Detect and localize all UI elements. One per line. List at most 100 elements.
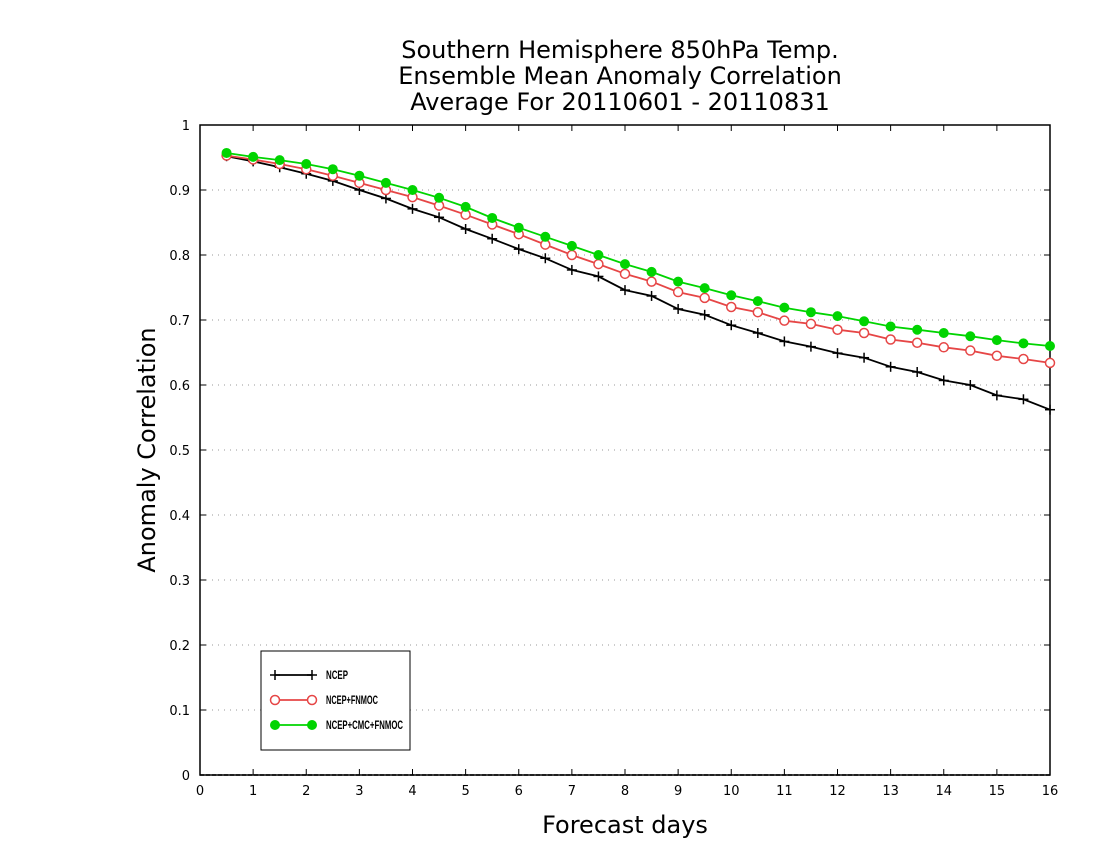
series-line — [226, 155, 1051, 411]
x-tick-label: 10 — [723, 784, 740, 799]
legend-marker — [306, 694, 318, 706]
data-point — [566, 264, 577, 275]
data-point — [726, 290, 737, 301]
legend-label: NCEP+FNMOC — [326, 693, 378, 707]
data-point — [965, 331, 976, 342]
data-point — [991, 335, 1002, 346]
data-point — [805, 307, 816, 318]
data-point — [407, 185, 418, 195]
x-tick-label: 15 — [989, 784, 1006, 799]
data-point — [380, 177, 391, 188]
data-point — [434, 192, 445, 203]
data-point — [859, 316, 870, 327]
data-point — [274, 155, 285, 166]
data-point — [434, 212, 445, 223]
data-point — [991, 390, 1002, 401]
data-point — [832, 324, 843, 335]
data-point — [752, 306, 764, 318]
data-point — [752, 328, 763, 338]
data-point — [327, 164, 338, 175]
legend-items: NCEP NCEP+FNMOC NCEP+CMC+FNMOC — [269, 668, 403, 732]
grid-lines — [200, 189, 1050, 711]
data-point — [593, 258, 604, 270]
data-point — [965, 380, 976, 390]
data-point — [885, 334, 896, 345]
y-tick-label: 0.3 — [169, 574, 190, 589]
data-point — [911, 337, 923, 348]
x-tick-label: 7 — [568, 784, 576, 799]
y-tick-label: 0.8 — [169, 249, 190, 264]
data-point — [646, 276, 657, 287]
data-point — [619, 268, 631, 280]
data-point — [805, 341, 816, 352]
data-point — [832, 311, 843, 322]
data-point — [1045, 341, 1055, 351]
data-point — [540, 253, 551, 264]
legend-marker — [307, 720, 317, 730]
legend-marker — [307, 670, 317, 680]
data-point — [513, 244, 524, 255]
data-point — [354, 170, 365, 181]
y-tick-label: 0.9 — [169, 184, 190, 199]
x-tick-label: 5 — [461, 784, 469, 799]
legend-entry-1: NCEP+FNMOC — [269, 693, 378, 707]
data-point — [885, 321, 896, 332]
y-tick-label: 0.4 — [169, 509, 190, 524]
data-point — [221, 147, 232, 158]
data-point — [726, 320, 737, 331]
y-tick-label: 0.7 — [169, 314, 190, 329]
y-tick-label: 0.5 — [169, 444, 190, 459]
data-point — [858, 327, 870, 339]
legend-marker — [270, 720, 280, 730]
x-tick-label: 0 — [196, 784, 204, 799]
data-point — [540, 231, 551, 242]
data-point — [646, 290, 657, 301]
data-point — [832, 348, 843, 359]
data-point — [779, 336, 790, 347]
x-tick-label: 4 — [408, 784, 416, 799]
x-tick-label: 16 — [1042, 784, 1059, 799]
legend-label: NCEP — [326, 668, 348, 682]
series-line — [226, 152, 1051, 347]
y-tick-label: 0.6 — [169, 379, 190, 394]
axis-ticks: 00.10.20.30.40.50.60.70.80.910 1 2 3 4 5 6 7 8 9 1… — [169, 119, 1058, 799]
x-tick-label: 1 — [249, 784, 257, 799]
data-point — [248, 151, 259, 162]
data-point — [699, 309, 710, 320]
series-1 — [221, 150, 1056, 369]
data-point — [938, 342, 949, 353]
data-point — [965, 345, 976, 356]
data-point — [912, 324, 923, 335]
y-tick-label: 1 — [182, 119, 190, 134]
data-point — [301, 159, 312, 169]
x-axis-label: Forecast days — [542, 811, 708, 839]
data-point — [805, 318, 817, 330]
data-point — [938, 375, 949, 386]
data-point — [991, 350, 1003, 361]
data-point — [593, 250, 604, 260]
data-point — [885, 361, 896, 372]
legend-label: NCEP+CMC+FNMOC — [326, 718, 403, 732]
chart-title-line-1: Southern Hemisphere 850hPa Temp. — [401, 36, 838, 64]
legend-marker — [270, 670, 280, 680]
y-axis-label: Anomaly Correlation — [133, 327, 161, 572]
data-point — [1044, 357, 1056, 369]
series — [221, 147, 1056, 415]
x-tick-label: 2 — [302, 784, 310, 799]
data-point — [566, 249, 578, 261]
data-point — [673, 276, 684, 287]
x-tick-label: 12 — [829, 784, 846, 799]
x-tick-label: 3 — [355, 784, 363, 799]
data-point — [513, 222, 524, 233]
x-tick-label: 9 — [674, 784, 682, 799]
legend-entry-0: NCEP — [270, 668, 348, 682]
data-point — [779, 315, 790, 326]
data-point — [646, 266, 657, 277]
data-point — [699, 292, 710, 304]
data-point — [752, 296, 763, 307]
data-point — [487, 233, 498, 244]
chart-title-line-2: Ensemble Mean Anomaly Correlation — [398, 62, 842, 90]
data-point — [1018, 394, 1029, 405]
data-point — [779, 302, 790, 313]
